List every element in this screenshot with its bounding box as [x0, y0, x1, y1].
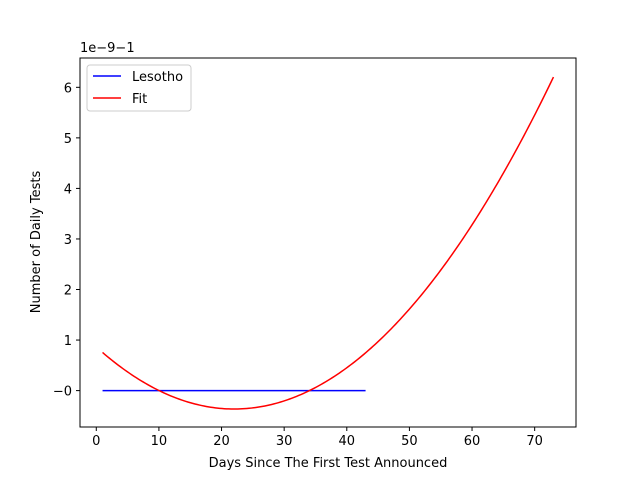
y-tick-label: 4 [64, 182, 72, 197]
y-tick-label: 5 [64, 132, 72, 147]
series-fit-line [102, 76, 555, 410]
y-tick-label: 2 [64, 284, 72, 299]
x-axis-label: Days Since The First Test Announced [209, 456, 448, 471]
x-tick-label: 50 [401, 434, 418, 449]
x-tick-label: 60 [464, 434, 481, 449]
x-axis: 0 10 20 30 40 50 60 70 [92, 427, 543, 449]
y-offset-text: 1e−9−1 [80, 41, 135, 56]
x-tick-label: 70 [526, 434, 543, 449]
x-tick-label: 0 [92, 434, 100, 449]
x-tick-label: 20 [213, 434, 230, 449]
y-axis-label: Number of Daily Tests [29, 171, 44, 314]
legend-label-fit: Fit [132, 92, 147, 107]
y-axis: −0 1 2 3 4 5 6 [53, 81, 80, 400]
x-tick-label: 30 [276, 434, 293, 449]
plot-lines [102, 76, 555, 410]
y-tick-label: 3 [64, 233, 72, 248]
y-tick-label: 1 [64, 334, 72, 349]
legend: Lesotho Fit [86, 64, 192, 112]
plot-frame [79, 57, 577, 428]
legend-label-lesotho: Lesotho [132, 70, 183, 85]
x-tick-label: 40 [339, 434, 356, 449]
y-tick-label: −0 [53, 385, 72, 400]
x-tick-label: 10 [151, 434, 168, 449]
y-tick-label: 6 [64, 81, 72, 96]
